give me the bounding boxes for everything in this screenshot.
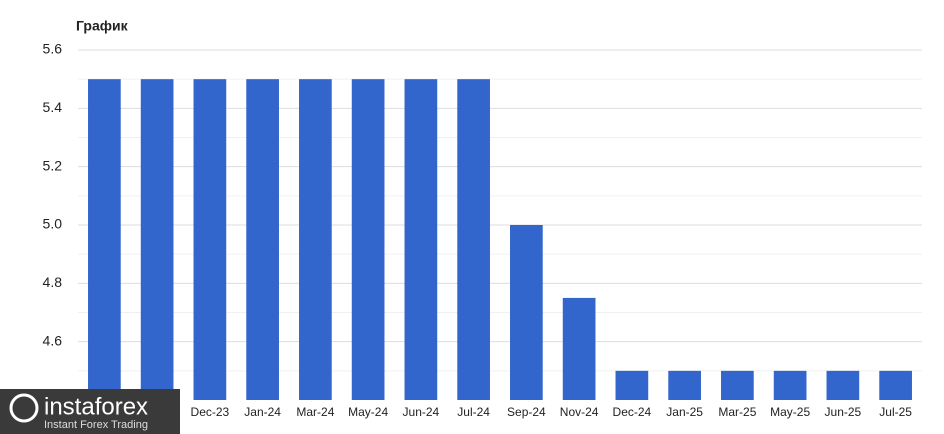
x-tick-label: Jun-24 xyxy=(403,405,440,419)
bar xyxy=(404,79,438,401)
bar xyxy=(615,370,649,400)
logo: instaforex Instant Forex Trading xyxy=(0,389,180,434)
y-tick-label: 4.6 xyxy=(43,332,63,348)
bar xyxy=(668,370,701,400)
bar xyxy=(246,79,279,401)
bar xyxy=(140,79,174,401)
y-tick-label: 5.0 xyxy=(43,216,63,232)
x-tick-label: Dec-23 xyxy=(191,405,230,419)
x-tick-label: Jul-25 xyxy=(879,405,912,419)
bar xyxy=(510,225,543,400)
y-tick-label: 4.8 xyxy=(43,274,63,290)
x-tick-label: Dec-24 xyxy=(613,405,652,419)
x-tick-label: May-24 xyxy=(348,405,388,419)
bar xyxy=(299,79,332,401)
x-tick-label: Jan-25 xyxy=(666,405,703,419)
bar xyxy=(88,79,121,401)
bar xyxy=(879,370,912,400)
x-tick-label: May-25 xyxy=(770,405,810,419)
x-tick-label: Mar-25 xyxy=(718,405,756,419)
bar xyxy=(562,297,596,400)
logo-tagline: Instant Forex Trading xyxy=(44,419,148,431)
bar xyxy=(457,79,490,401)
bar xyxy=(826,370,860,400)
logo-icon xyxy=(9,393,39,423)
x-tick-label: Jan-24 xyxy=(244,405,281,419)
logo-name: instaforex xyxy=(44,393,148,420)
y-tick-label: 5.2 xyxy=(43,157,63,173)
chart-title: График xyxy=(76,18,129,34)
x-tick-label: Nov-24 xyxy=(560,405,599,419)
x-tick-label: Mar-24 xyxy=(296,405,334,419)
x-tick-label: Sep-24 xyxy=(507,405,546,419)
y-tick-label: 5.4 xyxy=(43,99,63,115)
x-tick-label: Jun-25 xyxy=(825,405,862,419)
y-tick-label: 5.6 xyxy=(43,41,63,57)
bar xyxy=(351,79,385,401)
bar xyxy=(721,370,754,400)
bar xyxy=(193,79,227,401)
x-tick-label: Jul-24 xyxy=(457,405,490,419)
bar xyxy=(773,370,807,400)
